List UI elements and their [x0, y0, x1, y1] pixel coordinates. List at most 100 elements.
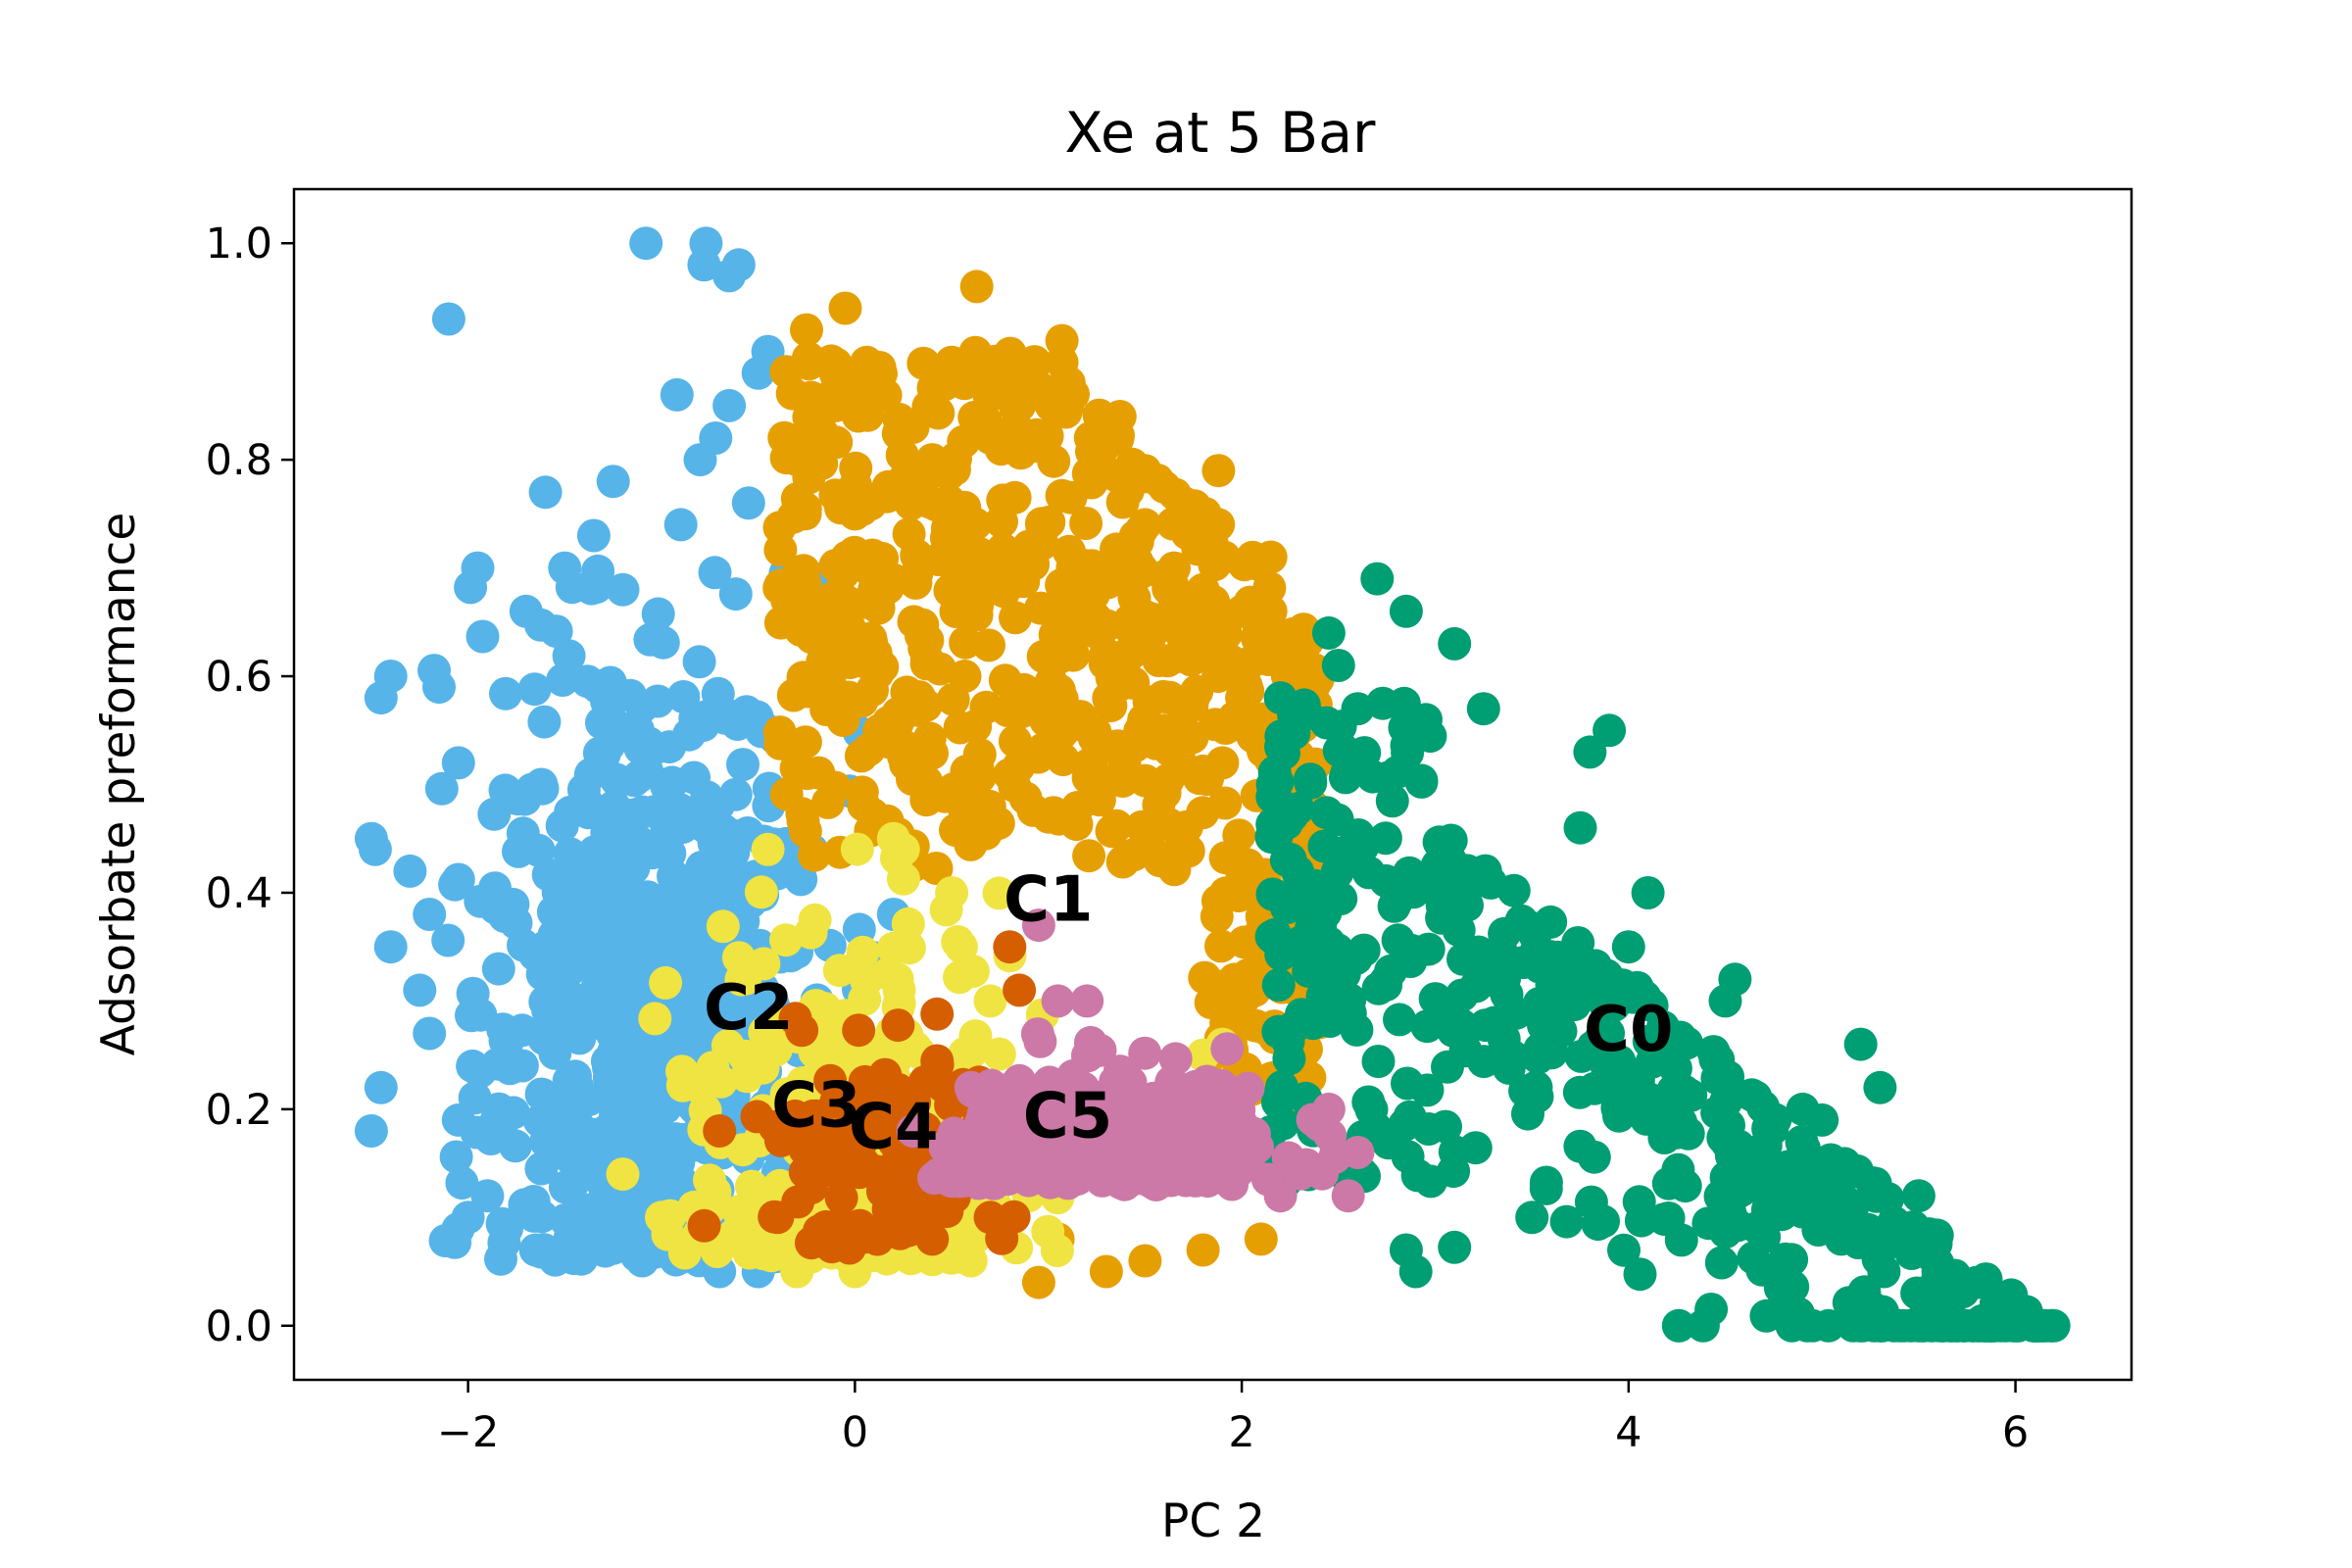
data-point [482, 1092, 515, 1126]
cluster-label-c1: C1 [1004, 864, 1094, 937]
data-point [769, 923, 803, 957]
data-point [424, 771, 459, 806]
data-point [422, 670, 456, 705]
series-c1 [762, 270, 1337, 1299]
data-point [1124, 555, 1158, 589]
data-point [1213, 644, 1248, 678]
data-point [982, 1037, 1016, 1071]
data-point [548, 551, 582, 585]
y-tick-label: 1.0 [206, 220, 272, 269]
data-point [1863, 1308, 1897, 1343]
data-point [1979, 1287, 2013, 1321]
data-point [1133, 831, 1167, 865]
cluster-label-c0: C0 [1584, 994, 1674, 1066]
data-point [445, 1166, 479, 1200]
data-point [570, 995, 605, 1029]
data-point [1234, 1137, 1268, 1170]
data-point [582, 736, 616, 770]
data-point [987, 574, 1021, 609]
data-point [718, 777, 753, 811]
data-point [1830, 1186, 1864, 1220]
data-point [629, 226, 663, 261]
data-point [998, 480, 1032, 514]
data-point [505, 1049, 539, 1083]
data-point [1040, 1234, 1074, 1268]
data-point [1354, 1093, 1389, 1127]
data-point [514, 772, 549, 807]
data-point [790, 757, 824, 791]
data-point [973, 421, 1007, 455]
y-tick-label: 0.2 [206, 1086, 272, 1135]
data-point [1284, 925, 1318, 959]
data-point [929, 520, 963, 555]
plot-frame [292, 187, 2133, 1382]
data-point [1659, 1115, 1693, 1150]
data-point [1003, 388, 1037, 422]
data-point [780, 443, 814, 477]
data-point [909, 642, 944, 676]
data-point [865, 650, 900, 684]
data-point [624, 942, 659, 976]
data-point [1244, 1222, 1278, 1256]
data-point [1628, 980, 1662, 1014]
data-point [623, 731, 658, 765]
data-point [1023, 1024, 1057, 1058]
data-point [1851, 1212, 1886, 1247]
data-point [1225, 681, 1259, 715]
data-point [1294, 762, 1327, 797]
chart-title: Xe at 5 Bar [1065, 101, 1376, 166]
cluster-label-c2: C2 [704, 972, 794, 1045]
data-point [701, 676, 735, 710]
data-point [1263, 681, 1298, 715]
data-point [1445, 978, 1479, 1012]
data-point [1024, 591, 1057, 625]
data-point [1260, 1085, 1295, 1119]
data-point [606, 572, 640, 607]
data-point [1492, 1051, 1526, 1085]
data-point [562, 1135, 596, 1169]
series-c0 [1254, 562, 2071, 1343]
y-tick-label: 0.8 [206, 436, 272, 485]
data-point [1208, 786, 1243, 820]
data-point [641, 684, 675, 718]
data-point [561, 1087, 595, 1121]
data-point [899, 565, 933, 600]
data-point [1051, 388, 1085, 422]
data-point [606, 1157, 640, 1192]
data-point [1611, 930, 1645, 964]
data-point [962, 760, 997, 794]
data-point [760, 1200, 795, 1235]
data-point [354, 1114, 388, 1148]
data-point [1576, 1030, 1610, 1064]
data-point [1592, 713, 1627, 748]
data-point [818, 356, 853, 390]
data-point [943, 960, 976, 995]
data-point [751, 832, 785, 866]
data-point [1901, 1308, 1936, 1343]
data-point [1871, 1181, 1905, 1215]
data-point [710, 842, 745, 876]
data-point [805, 447, 839, 481]
data-point [660, 887, 693, 921]
data-point [718, 577, 753, 612]
data-point [917, 1161, 952, 1196]
data-point [596, 465, 630, 499]
data-point [1083, 1033, 1117, 1067]
data-point [928, 779, 961, 813]
data-point [609, 855, 643, 888]
data-point [441, 1102, 475, 1137]
data-point [1698, 1042, 1733, 1076]
data-point [1446, 942, 1480, 976]
data-point [687, 1208, 721, 1243]
data-point [577, 835, 612, 869]
data-point [858, 1215, 893, 1250]
data-point [721, 941, 756, 975]
data-point [1863, 1070, 1897, 1104]
data-point [859, 725, 894, 760]
data-point [1900, 1276, 1935, 1310]
data-point [527, 705, 562, 739]
data-point [822, 1207, 857, 1242]
data-point [1824, 1222, 1858, 1256]
data-point [826, 704, 860, 737]
